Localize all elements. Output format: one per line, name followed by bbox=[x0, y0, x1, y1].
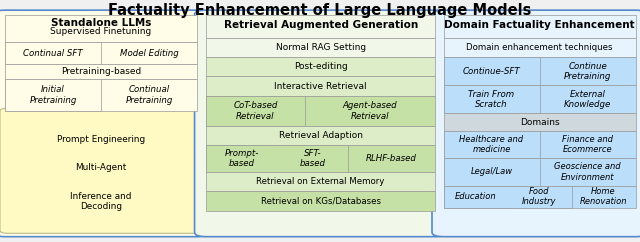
Bar bbox=[5, 64, 197, 79]
Bar bbox=[5, 15, 197, 42]
Bar bbox=[206, 57, 435, 76]
Text: Education: Education bbox=[454, 192, 497, 201]
Text: Home
Renovation: Home Renovation bbox=[580, 187, 627, 206]
Text: Post-editing: Post-editing bbox=[294, 62, 348, 71]
Bar bbox=[5, 79, 197, 111]
Text: Continual
Pretraining: Continual Pretraining bbox=[125, 85, 173, 105]
Text: Multi-Agent: Multi-Agent bbox=[76, 163, 127, 172]
Bar bbox=[444, 38, 636, 58]
Text: Healthcare and
medicine: Healthcare and medicine bbox=[460, 135, 524, 154]
Text: SFT-
based: SFT- based bbox=[300, 149, 326, 168]
Text: CoT-based
Retrieval: CoT-based Retrieval bbox=[233, 101, 278, 121]
Text: Prompt-
based: Prompt- based bbox=[225, 149, 259, 168]
Bar bbox=[5, 42, 101, 64]
Bar bbox=[206, 15, 435, 38]
Text: Pretraining-based: Pretraining-based bbox=[61, 67, 141, 76]
Bar bbox=[444, 85, 540, 113]
FancyBboxPatch shape bbox=[0, 108, 202, 233]
Text: Continual SFT: Continual SFT bbox=[23, 49, 83, 58]
Text: RLHF-based: RLHF-based bbox=[366, 154, 417, 163]
Text: Retrieval on KGs/Databases: Retrieval on KGs/Databases bbox=[260, 196, 381, 205]
Text: Standalone LLMs: Standalone LLMs bbox=[51, 17, 151, 28]
Text: Retrieval Augmented Generation: Retrieval Augmented Generation bbox=[223, 20, 418, 30]
Text: Train From
Scratch: Train From Scratch bbox=[468, 90, 515, 109]
Bar bbox=[444, 158, 540, 186]
Bar bbox=[206, 38, 435, 57]
Bar bbox=[5, 79, 101, 111]
Text: Continue-SFT: Continue-SFT bbox=[463, 67, 520, 76]
Bar bbox=[206, 76, 435, 96]
Bar bbox=[206, 145, 277, 172]
Bar bbox=[444, 186, 636, 208]
Text: Legal/Law: Legal/Law bbox=[470, 167, 513, 176]
Bar bbox=[444, 186, 508, 208]
FancyBboxPatch shape bbox=[195, 10, 447, 237]
Bar bbox=[444, 131, 540, 158]
Bar bbox=[206, 145, 435, 172]
Bar bbox=[5, 42, 197, 64]
Text: Retrieval on External Memory: Retrieval on External Memory bbox=[257, 177, 385, 186]
Text: Retrieval Adaption: Retrieval Adaption bbox=[278, 131, 363, 140]
Text: Inference and
Decoding: Inference and Decoding bbox=[70, 192, 132, 212]
Bar bbox=[444, 58, 540, 85]
Text: Finance and
Ecommerce: Finance and Ecommerce bbox=[562, 135, 613, 154]
Text: External
Knowledge: External Knowledge bbox=[564, 90, 611, 109]
Bar bbox=[206, 191, 435, 211]
Bar bbox=[206, 145, 348, 172]
Bar bbox=[444, 186, 572, 208]
Text: Initial
Pretraining: Initial Pretraining bbox=[29, 85, 77, 105]
Text: Prompt Engineering: Prompt Engineering bbox=[57, 135, 145, 144]
Text: Food
Industry: Food Industry bbox=[522, 187, 557, 206]
Bar bbox=[206, 96, 435, 126]
Text: Domains: Domains bbox=[520, 118, 559, 127]
Bar bbox=[206, 96, 305, 126]
Bar bbox=[444, 85, 636, 113]
Text: Interactive Retrieval: Interactive Retrieval bbox=[275, 82, 367, 91]
Text: Geoscience and
Environment: Geoscience and Environment bbox=[554, 162, 621, 182]
Bar bbox=[444, 131, 636, 158]
Bar bbox=[206, 172, 435, 191]
Text: Continue
Pretraining: Continue Pretraining bbox=[564, 62, 611, 81]
Text: Normal RAG Setting: Normal RAG Setting bbox=[276, 43, 365, 52]
Text: Domain enhancement techniques: Domain enhancement techniques bbox=[467, 43, 612, 52]
Bar bbox=[444, 113, 636, 131]
Text: Supervised Finetuning: Supervised Finetuning bbox=[51, 27, 152, 37]
Bar bbox=[206, 126, 435, 145]
Text: Agent-based
Retrieval: Agent-based Retrieval bbox=[342, 101, 397, 121]
FancyBboxPatch shape bbox=[0, 10, 209, 237]
Text: Model Editing: Model Editing bbox=[120, 49, 179, 58]
Bar bbox=[444, 58, 636, 85]
Bar bbox=[444, 158, 636, 186]
FancyBboxPatch shape bbox=[432, 10, 640, 237]
Text: Domain Factuality Enhancement: Domain Factuality Enhancement bbox=[444, 20, 635, 30]
Bar bbox=[444, 15, 636, 38]
Text: Factuality Enhancement of Large Language Models: Factuality Enhancement of Large Language… bbox=[108, 3, 532, 18]
